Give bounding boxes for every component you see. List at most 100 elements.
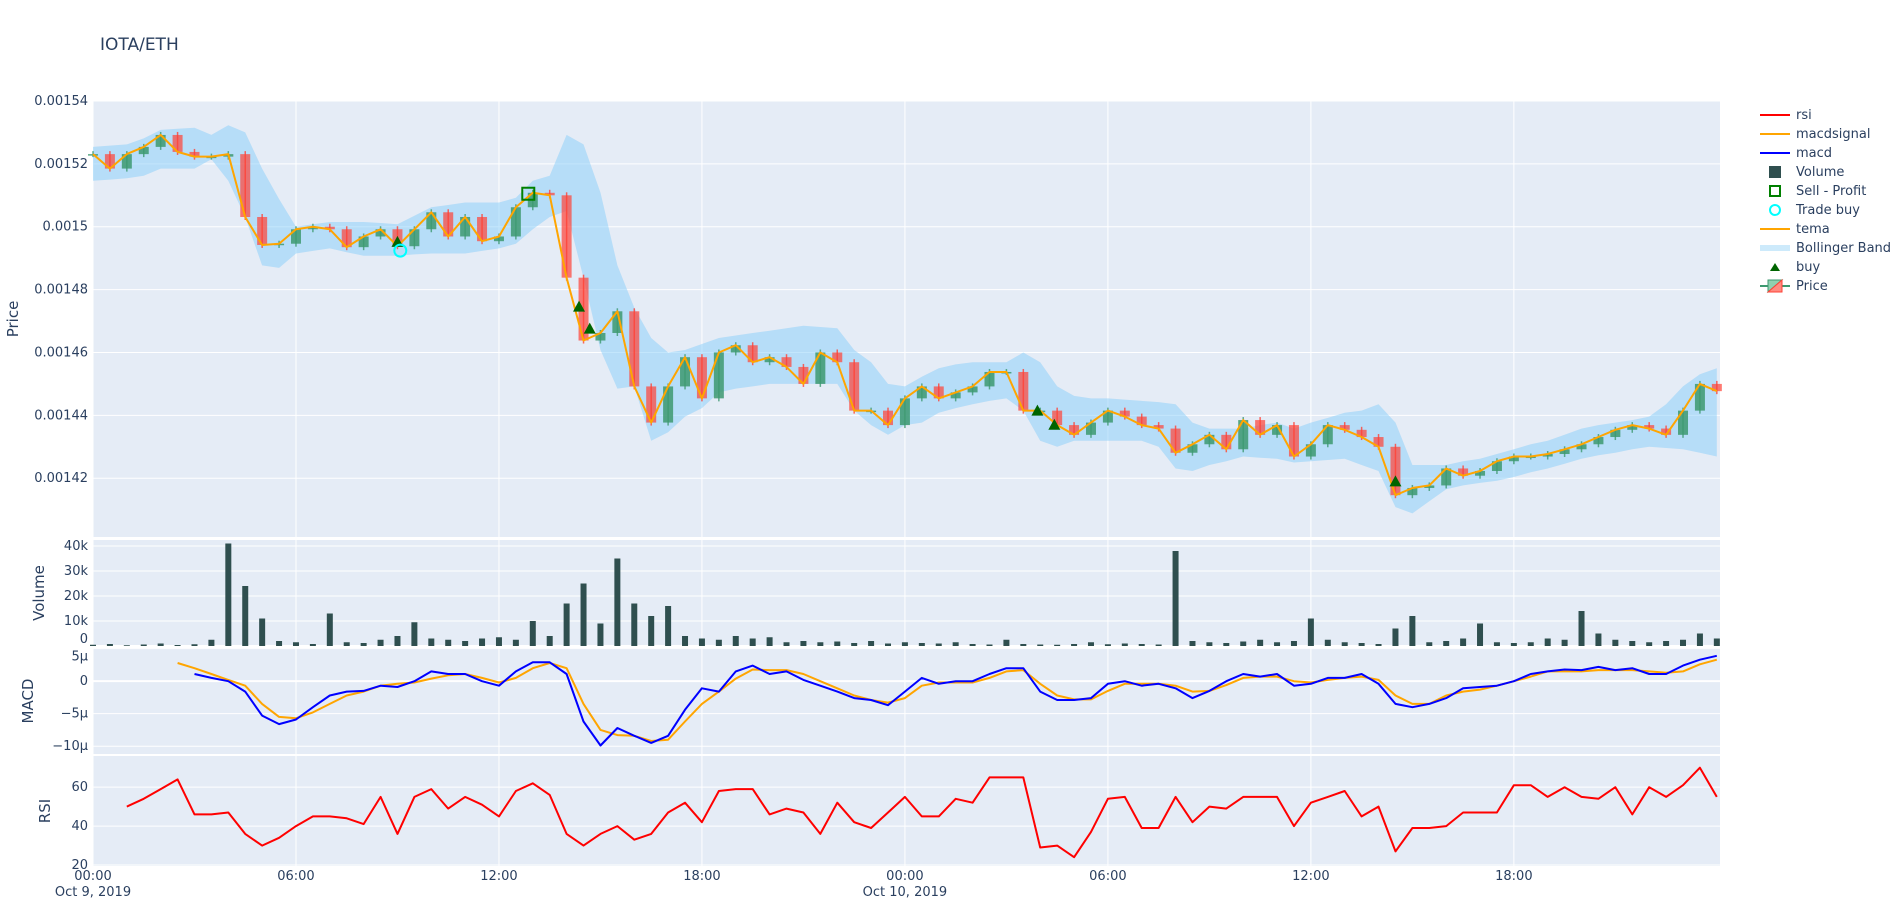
candle	[1407, 487, 1418, 496]
legend-label: Volume	[1796, 165, 1844, 180]
x-tick-date-label: Oct 9, 2019	[55, 885, 131, 900]
tema-line	[92, 133, 1718, 497]
candle	[510, 207, 521, 237]
buy-marker	[1389, 475, 1402, 487]
legend-item-volume[interactable]: Volume	[1769, 165, 1844, 180]
candle	[747, 345, 758, 363]
volume-bar	[1054, 644, 1061, 646]
candle	[1339, 425, 1350, 430]
volume-bar	[1527, 642, 1534, 646]
legend-item-macdsignal[interactable]: macdsignal	[1760, 127, 1870, 142]
candle	[1373, 437, 1384, 447]
volume-bar	[462, 641, 469, 646]
volume-bar	[580, 583, 587, 646]
legend-item-bollinger-band[interactable]: Bollinger Band	[1760, 241, 1890, 256]
candle	[646, 386, 657, 423]
volume-bar	[749, 638, 756, 646]
candle	[1322, 425, 1333, 445]
volume-bar	[885, 643, 892, 646]
candle	[916, 386, 927, 399]
trade-buy-marker	[393, 243, 408, 258]
volume-bar	[614, 558, 621, 646]
volume-bar	[1544, 638, 1551, 646]
rsi-y-tick-label: 40	[71, 819, 88, 834]
candle	[730, 345, 741, 353]
volume-bar	[665, 606, 672, 646]
candle	[781, 357, 792, 367]
volume-bar	[1680, 639, 1687, 646]
legend-item-buy[interactable]: buy	[1770, 260, 1820, 275]
legend-item-rsi[interactable]: rsi	[1760, 108, 1812, 123]
legend-label: Sell - Profit	[1796, 184, 1866, 199]
volume-bar	[783, 642, 790, 646]
candle	[409, 229, 420, 247]
volume-bar	[986, 644, 993, 646]
legend-item-macd[interactable]: macd	[1760, 146, 1832, 161]
volume-bar	[1392, 628, 1399, 646]
candle	[1593, 437, 1604, 445]
candle	[1136, 416, 1147, 426]
chart-title: IOTA/ETH	[100, 35, 179, 55]
candle	[1441, 468, 1452, 486]
candle	[1559, 449, 1570, 455]
volume-bar	[1443, 641, 1450, 646]
legend-item-sell-profit[interactable]: Sell - Profit	[1769, 184, 1866, 199]
candle	[307, 226, 318, 230]
volume-bar	[174, 645, 181, 646]
candle	[612, 311, 623, 333]
candle	[1119, 410, 1130, 417]
candle	[375, 229, 386, 237]
legend[interactable]: rsi macdsignal macd Volume Sell - Profit Trad…	[1760, 108, 1890, 294]
candle	[764, 357, 775, 363]
candle	[680, 357, 691, 387]
candle	[1255, 420, 1266, 435]
x-tick-label: 18:00	[683, 869, 720, 884]
legend-label: buy	[1796, 260, 1820, 275]
candle	[1069, 425, 1080, 435]
panel-price: 0.00142 0.00144 0.00146 0.00148 0.0015 0.0015…	[4, 94, 1722, 537]
volume-bar	[479, 638, 486, 646]
volume-bar	[1409, 616, 1416, 646]
rsi-y-tick-label: 20	[71, 858, 88, 873]
legend-item-price[interactable]: Price	[1760, 278, 1828, 294]
candle	[138, 146, 149, 155]
volume-bar	[90, 644, 96, 646]
candle	[1475, 470, 1486, 476]
rsi-line	[126, 766, 1718, 859]
candle	[1542, 454, 1553, 457]
band-icon	[1760, 245, 1790, 251]
square-icon	[1769, 166, 1781, 178]
candle	[104, 154, 115, 169]
volume-bar	[411, 622, 418, 646]
volume-bar	[259, 618, 266, 646]
legend-item-trade-buy[interactable]: Trade buy	[1769, 203, 1860, 218]
candle	[1644, 425, 1655, 429]
volume-bar	[1477, 623, 1484, 646]
candle	[984, 371, 995, 387]
candle	[561, 195, 572, 278]
candle	[696, 357, 707, 399]
volume-bar	[495, 637, 502, 646]
candle	[663, 386, 674, 423]
candle	[849, 362, 860, 411]
volume-bar	[597, 623, 604, 646]
candle	[1305, 444, 1316, 457]
volume-bar	[1155, 644, 1162, 646]
legend-item-tema[interactable]: tema	[1760, 222, 1830, 237]
volume-bar	[445, 639, 452, 646]
volume-bar	[1274, 642, 1281, 646]
price-y-tick-label: 0.00144	[34, 408, 88, 423]
candle	[1694, 383, 1705, 411]
candle	[1390, 446, 1401, 496]
volume-bar	[817, 642, 824, 646]
triangle-icon	[1770, 263, 1780, 271]
candle	[1711, 383, 1722, 392]
volume-bar	[1578, 611, 1585, 646]
volume-bar	[428, 638, 435, 646]
candle	[798, 366, 809, 384]
macd-y-tick-label: 5µ	[71, 650, 88, 665]
volume-y-tick-label: 0	[80, 632, 88, 647]
candle	[933, 386, 944, 399]
volume-bar	[225, 543, 232, 646]
volume-bar	[1121, 643, 1128, 646]
